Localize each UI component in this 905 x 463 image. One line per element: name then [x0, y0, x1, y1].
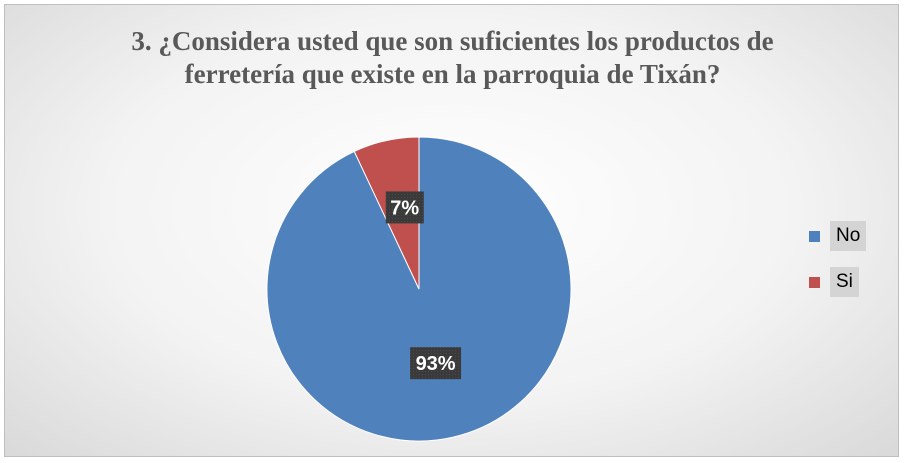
- chart-title: 3. ¿Considera usted que son suficientes …: [5, 25, 900, 91]
- legend-swatch-si: [809, 277, 820, 288]
- data-label-box: [410, 347, 462, 380]
- chart-title-line-2: ferretería que existe en la parroquia de…: [184, 59, 721, 89]
- legend-label-si: Si: [830, 267, 859, 297]
- legend-item-no: No: [805, 221, 867, 251]
- legend: No Si: [805, 221, 867, 313]
- legend-swatch-no: [809, 231, 820, 242]
- data-label-no: 93%: [410, 347, 462, 380]
- chart-area: 3. ¿Considera usted que son suficientes …: [4, 4, 899, 457]
- data-label-text: 93%: [416, 353, 456, 375]
- chart-title-line-1: 3. ¿Considera usted que son suficientes …: [131, 26, 774, 56]
- legend-label-no: No: [830, 221, 867, 251]
- data-label-text: 7%: [390, 197, 419, 219]
- data-label-box: [385, 191, 424, 224]
- legend-item-si: Si: [805, 267, 867, 297]
- data-label-si: 7%: [385, 191, 424, 224]
- pie-chart: 93% 7%: [266, 136, 572, 442]
